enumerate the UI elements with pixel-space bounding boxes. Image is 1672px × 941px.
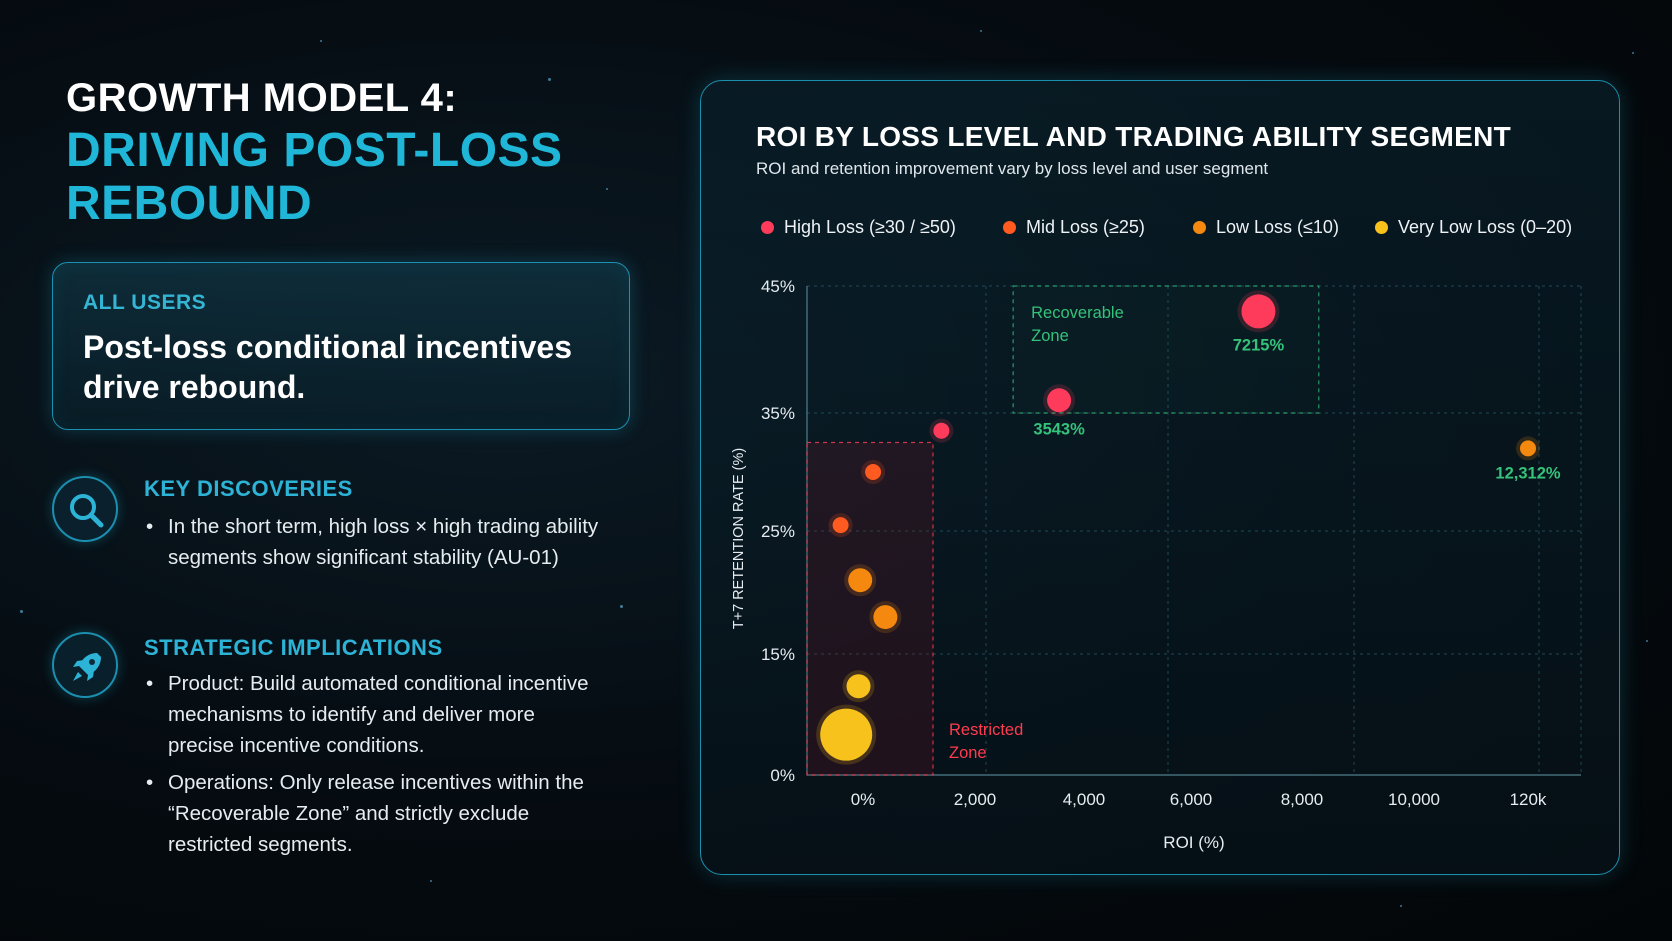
x-tick-label: 0% [851, 790, 876, 809]
recoverable-zone-box [1012, 285, 1320, 414]
page-title-line1: GROWTH MODEL 4: [66, 76, 458, 120]
list-item: Product: Build automated conditional inc… [144, 668, 604, 761]
data-point [820, 708, 873, 761]
recoverable-zone-label: Zone [1031, 327, 1069, 345]
x-tick-label: 2,000 [954, 790, 997, 809]
restricted-zone-label: Zone [949, 744, 987, 762]
strategic-implications-list: Product: Build automated conditional inc… [144, 668, 604, 866]
data-point [865, 464, 882, 480]
data-point [1047, 388, 1072, 413]
strategic-implications-heading: STRATEGIC IMPLICATIONS [144, 635, 443, 660]
y-tick-label: 45% [761, 277, 795, 296]
data-point [933, 422, 950, 439]
legend-item-low-loss: Low Loss (≤10) [1193, 217, 1339, 238]
legend-swatch [761, 221, 774, 234]
restricted-zone-label: Restricted [949, 721, 1023, 739]
x-tick-label: 10,000 [1388, 790, 1440, 809]
y-tick-label: 35% [761, 404, 795, 423]
x-tick-label: 6,000 [1170, 790, 1213, 809]
legend-label: Low Loss (≤10) [1216, 217, 1339, 237]
all-users-label: ALL USERS [83, 291, 207, 314]
key-discoveries-list: In the short term, high loss × high trad… [144, 511, 604, 579]
data-label: 12,312% [1495, 464, 1560, 482]
data-point [832, 517, 849, 534]
all-users-card: ALL USERS Post-loss conditional incentiv… [52, 262, 630, 430]
legend-item-very-low-loss: Very Low Loss (0–20) [1375, 217, 1572, 238]
legend-swatch [1193, 221, 1206, 234]
data-point [873, 605, 898, 630]
page-title-line2: DRIVING POST-LOSS REBOUND [66, 124, 563, 230]
data-label: 3543% [1033, 420, 1085, 438]
key-discoveries-heading: KEY DISCOVERIES [144, 476, 353, 501]
legend-label: Mid Loss (≥25) [1026, 217, 1145, 237]
recoverable-zone-label: Recoverable [1031, 304, 1124, 322]
rocket-icon [52, 632, 118, 698]
chart-panel: ROI BY LOSS LEVEL AND TRADING ABILITY SE… [700, 80, 1620, 875]
y-tick-label: 25% [761, 522, 795, 541]
list-item: In the short term, high loss × high trad… [144, 511, 604, 573]
legend-label: High Loss (≥30 / ≥50) [784, 217, 956, 237]
list-item: Operations: Only release incentives with… [144, 767, 604, 860]
legend-item-mid-loss: Mid Loss (≥25) [1003, 217, 1145, 238]
data-label: 7215% [1233, 336, 1285, 354]
x-tick-label: 120k [1510, 790, 1547, 809]
chart-title: ROI BY LOSS LEVEL AND TRADING ABILITY SE… [756, 121, 1512, 152]
data-point [848, 568, 873, 593]
x-axis-label: ROI (%) [1163, 833, 1224, 852]
y-axis-label: T+7 RETENTION RATE (%) [731, 448, 747, 629]
legend-item-high-loss: High Loss (≥30 / ≥50) [761, 217, 956, 238]
data-point [1241, 294, 1276, 329]
y-tick-label: 0% [770, 766, 795, 785]
data-point [846, 674, 871, 699]
chart-legend: High Loss (≥30 / ≥50) Mid Loss (≥25) Low… [761, 217, 1601, 241]
legend-swatch [1375, 221, 1388, 234]
search-icon [52, 476, 118, 542]
scatter-plot: Recoverable Zone Restricted Zone 7215% 3543% 1… [731, 277, 1582, 852]
x-tick-label: 4,000 [1063, 790, 1106, 809]
x-tick-label: 8,000 [1281, 790, 1324, 809]
legend-label: Very Low Loss (0–20) [1398, 217, 1573, 237]
chart-subtitle: ROI and retention improvement vary by lo… [756, 159, 1269, 178]
data-point [1520, 440, 1536, 457]
all-users-text: Post-loss conditional incentives drive r… [83, 329, 572, 405]
legend-swatch [1003, 221, 1016, 234]
y-tick-label: 15% [761, 645, 795, 664]
